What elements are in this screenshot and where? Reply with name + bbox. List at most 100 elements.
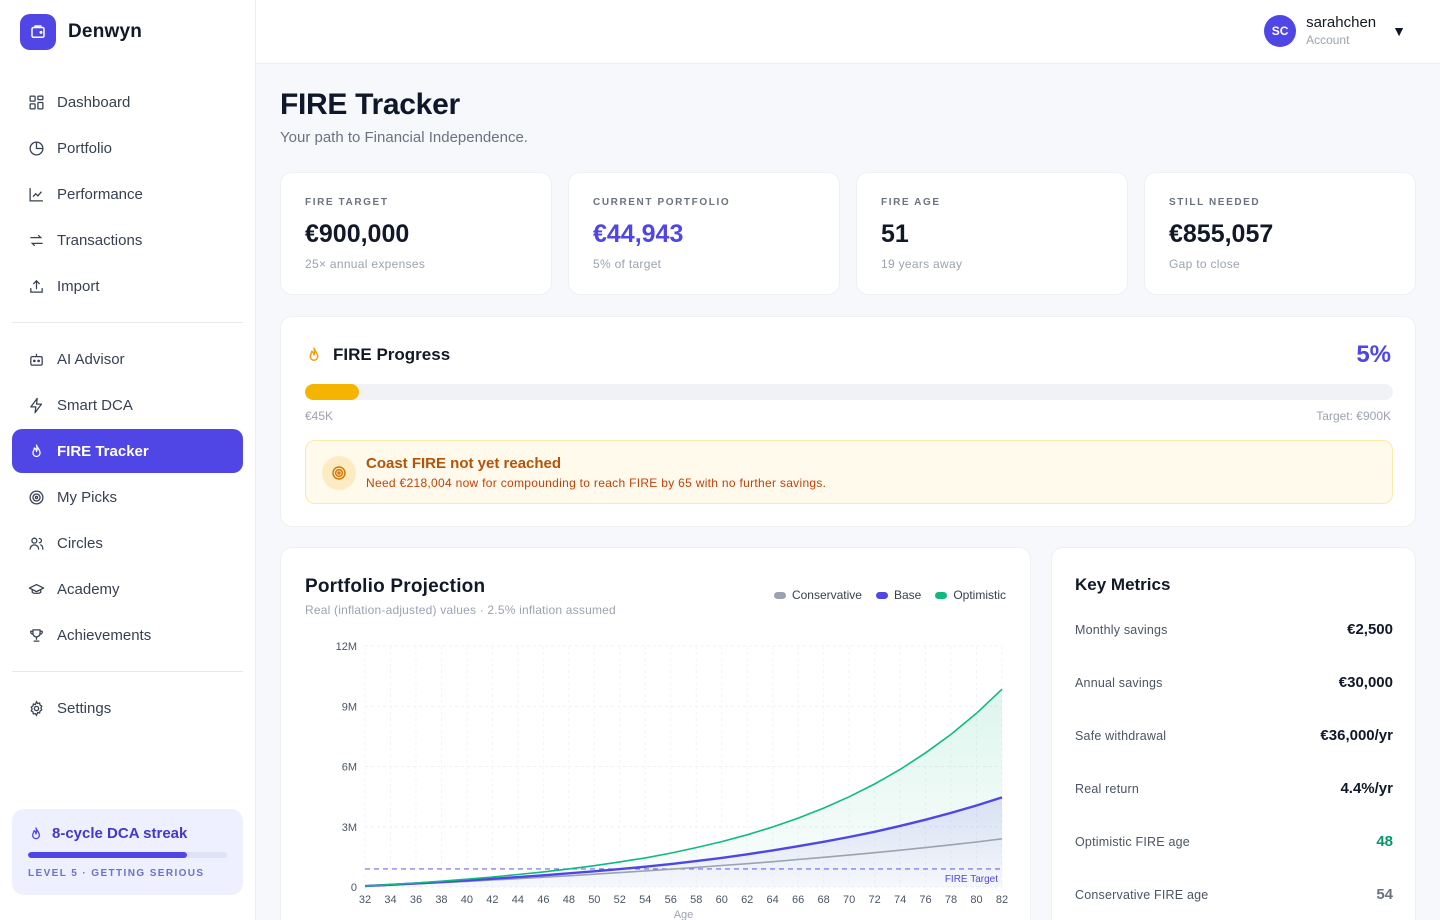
stat-card-fire-target: FIRE TARGET €900,000 25× annual expenses xyxy=(280,172,552,295)
x-tick-label: 54 xyxy=(639,894,651,906)
x-tick-label: 44 xyxy=(512,894,524,906)
sidebar-item-label: Portfolio xyxy=(57,139,113,157)
x-tick-label: 70 xyxy=(843,894,855,906)
legend-label: Base xyxy=(893,588,922,602)
graduation-cap-icon xyxy=(28,583,45,594)
x-tick-label: 82 xyxy=(996,894,1008,906)
stat-card-fire-age: FIRE AGE 51 19 years away xyxy=(856,172,1128,295)
series-line-optimistic xyxy=(364,688,1003,887)
streak-card[interactable]: 8-cycle DCA streak LEVEL 5 · GETTING SER… xyxy=(12,809,243,895)
chart-legend: Conservative Base Optimistic xyxy=(773,588,1006,602)
flame-icon xyxy=(32,443,41,457)
x-tick-label: 56 xyxy=(665,894,677,906)
stat-label: STILL NEEDED xyxy=(1169,197,1261,208)
brand[interactable]: Denwyn xyxy=(20,14,142,50)
metric-value: 4.4%/yr xyxy=(1340,780,1393,797)
sidebar-item-dashboard[interactable]: Dashboard xyxy=(12,80,243,124)
x-tick-label: 34 xyxy=(384,894,396,906)
x-tick-label: 80 xyxy=(970,894,982,906)
coast-fire-title: Coast FIRE not yet reached xyxy=(366,455,562,472)
legend-item-optimistic[interactable]: Optimistic xyxy=(935,588,1006,602)
legend-swatch xyxy=(875,591,888,599)
sidebar-item-smart-dca[interactable]: Smart DCA xyxy=(12,383,243,427)
trophy-icon xyxy=(30,628,43,642)
x-tick-label: 42 xyxy=(486,894,498,906)
upload-icon xyxy=(30,279,43,293)
nav-divider xyxy=(12,322,243,323)
pie-chart-icon xyxy=(29,140,44,156)
x-tick-label: 32 xyxy=(359,894,371,906)
sidebar-item-label: Achievements xyxy=(57,626,152,644)
sidebar-item-my-picks[interactable]: My Picks xyxy=(12,475,243,519)
metric-value: €30,000 xyxy=(1338,674,1393,691)
caret-down-icon[interactable]: ▼ xyxy=(1392,22,1406,39)
progress-bar-fill xyxy=(305,384,360,400)
stat-note: 19 years away xyxy=(881,257,963,271)
portfolio-projection-card: Portfolio Projection Real (inflation-adj… xyxy=(280,547,1031,920)
x-tick-label: 60 xyxy=(716,894,728,906)
coast-fire-text: Need €218,004 now for compounding to rea… xyxy=(366,476,827,490)
sidebar-item-label: My Picks xyxy=(57,488,117,506)
metric-row-conservative-fire-age: Conservative FIRE age 54 xyxy=(1075,886,1393,903)
account-name: sarahchen xyxy=(1306,14,1377,31)
sidebar-item-fire-tracker[interactable]: FIRE Tracker xyxy=(12,429,243,473)
metric-label: Conservative FIRE age xyxy=(1075,887,1209,902)
legend-swatch xyxy=(773,591,786,599)
target-icon xyxy=(322,456,356,490)
sidebar: Denwyn Dashboard Portfolio Performance T… xyxy=(0,0,256,920)
sidebar-item-ai-advisor[interactable]: AI Advisor xyxy=(12,337,243,381)
sidebar-item-label: Circles xyxy=(57,534,103,552)
sidebar-item-label: Academy xyxy=(57,580,120,598)
x-tick-label: 62 xyxy=(741,894,753,906)
sidebar-item-label: AI Advisor xyxy=(57,350,125,368)
sidebar-item-achievements[interactable]: Achievements xyxy=(12,613,243,657)
progress-target-label: Target: €900K xyxy=(1316,409,1391,423)
sidebar-item-import[interactable]: Import xyxy=(12,264,243,308)
x-tick-label: 38 xyxy=(435,894,447,906)
key-metrics-card: Key Metrics Monthly savings €2,500 Annua… xyxy=(1051,547,1416,920)
fire-target-label: FIRE Target xyxy=(945,874,998,885)
streak-level: LEVEL 5 · GETTING SERIOUS xyxy=(28,868,205,879)
metric-label: Monthly savings xyxy=(1075,622,1168,637)
avatar[interactable]: SC xyxy=(1264,14,1297,47)
series-line-base xyxy=(364,796,1003,888)
stat-label: FIRE AGE xyxy=(881,197,941,208)
sidebar-item-label: Smart DCA xyxy=(57,396,133,414)
top-header: SC sarahchen Account ▼ xyxy=(256,0,1440,64)
x-tick-label: 64 xyxy=(767,894,779,906)
legend-item-conservative[interactable]: Conservative xyxy=(773,588,862,602)
target-icon xyxy=(29,489,44,505)
x-tick-label: 66 xyxy=(792,894,804,906)
sidebar-item-label: Dashboard xyxy=(57,93,131,111)
sidebar-item-label: FIRE Tracker xyxy=(57,442,149,460)
projection-chart: 0 3M 6M 9M 12M 32 34 36 38 40 42 44 46 48 50 52 54 56 58 60… xyxy=(336,641,1009,920)
progress-bar xyxy=(305,384,1393,400)
sidebar-item-performance[interactable]: Performance xyxy=(12,172,243,216)
chart-subtitle: Real (inflation-adjusted) values · 2.5% … xyxy=(305,603,616,617)
sidebar-item-transactions[interactable]: Transactions xyxy=(12,218,243,262)
base-area xyxy=(365,797,1002,887)
metric-label: Safe withdrawal xyxy=(1075,728,1167,743)
progress-header: FIRE Progress xyxy=(305,345,450,365)
fire-progress-card: FIRE Progress 5% €45K Target: €900K Coas… xyxy=(280,316,1416,527)
grid-icon xyxy=(29,94,44,110)
arrows-swap-icon xyxy=(30,234,43,246)
account-menu[interactable]: SC sarahchen Account ▼ xyxy=(1264,14,1406,47)
account-subtitle: Account xyxy=(1306,33,1350,47)
stat-label: CURRENT PORTFOLIO xyxy=(593,197,731,208)
sidebar-item-settings[interactable]: Settings xyxy=(12,686,243,730)
y-tick-label: 12M xyxy=(336,641,357,653)
metric-value: €36,000/yr xyxy=(1320,727,1393,744)
sidebar-item-portfolio[interactable]: Portfolio xyxy=(12,126,243,170)
sidebar-item-circles[interactable]: Circles xyxy=(12,521,243,565)
streak-title-text: 8-cycle DCA streak xyxy=(52,825,188,842)
legend-item-base[interactable]: Base xyxy=(875,588,922,602)
metrics-title: Key Metrics xyxy=(1075,575,1171,594)
robot-icon xyxy=(30,353,43,366)
y-tick-label: 6M xyxy=(342,762,357,774)
sidebar-item-academy[interactable]: Academy xyxy=(12,567,243,611)
flame-icon xyxy=(309,347,319,361)
progress-title: FIRE Progress xyxy=(333,345,451,364)
progress-current-label: €45K xyxy=(305,409,334,423)
y-tick-label: 9M xyxy=(342,701,357,713)
